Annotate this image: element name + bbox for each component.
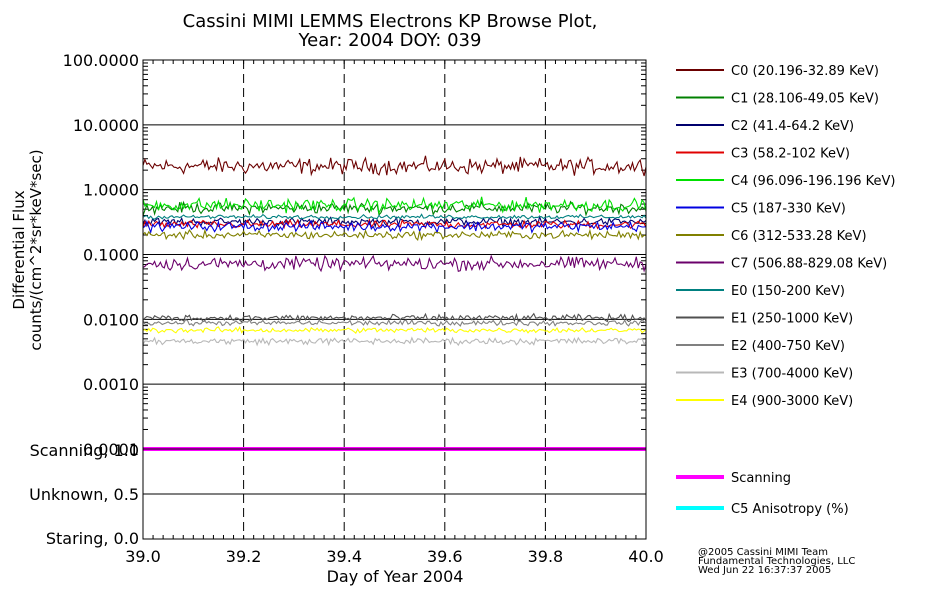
x-tick-label: 39.8	[528, 547, 564, 566]
legend-label: E0 (150-200 KeV)	[731, 284, 845, 299]
legend-label: E3 (700-4000 KeV)	[731, 367, 853, 382]
y-tick-label: 1.0000	[83, 181, 139, 200]
series-line	[142, 214, 647, 229]
series-line	[142, 217, 647, 230]
y-tick-label-lower: Staring, 0.0	[46, 529, 139, 548]
y-tick-label-lower: Scanning, 1.0	[30, 441, 139, 460]
y-tick-label: 100.0000	[63, 51, 139, 70]
series-line	[142, 155, 647, 177]
series-line	[142, 200, 647, 217]
chart-title-line: Year: 2004 DOY: 039	[298, 30, 482, 51]
legend-label: C3 (58.2-102 KeV)	[731, 147, 850, 162]
chart-title: Cassini MIMI LEMMS Electrons KP Browse P…	[183, 11, 598, 51]
credit-line: Wed Jun 22 16:37:37 2005	[698, 565, 831, 576]
legend: C0 (20.196-32.89 KeV) C1 (28.106-49.05 Ke…	[676, 64, 895, 517]
legend-label: C1 (28.106-49.05 KeV)	[731, 92, 879, 107]
legend-label: C6 (312-533.28 KeV)	[731, 229, 867, 244]
legend-label: C2 (41.4-64.2 KeV)	[731, 119, 854, 134]
grid	[142, 59, 647, 540]
legend-label: E1 (250-1000 KeV)	[731, 312, 853, 327]
series-line	[142, 325, 647, 334]
x-tick-label: 39.2	[226, 547, 262, 566]
credit-line: Fundamental Technologies, LLC	[698, 556, 855, 567]
series-line	[142, 318, 647, 327]
series-lines	[142, 155, 647, 347]
series-line	[142, 228, 647, 242]
y-tick-label: 10.0000	[73, 116, 139, 135]
series-line	[142, 312, 647, 323]
y-axis-label: Differential Flux counts/(cm^2*sr*keV*sec…	[10, 149, 45, 350]
x-tick-label: 40.0	[628, 547, 664, 566]
x-tick-label: 39.4	[326, 547, 362, 566]
plot-frames	[142, 59, 647, 540]
y-tick-label-lower: Unknown, 0.5	[29, 485, 139, 504]
y-tick-label: 0.0010	[83, 375, 139, 394]
y-tick-label: 0.0100	[83, 310, 139, 329]
y-tick-label: 0.0001	[83, 440, 139, 459]
series-line	[142, 219, 647, 235]
y-tick-label: 0.1000	[83, 246, 139, 265]
series-line	[142, 254, 647, 273]
x-tick-labels: 39.0 39.2 39.4 39.6 39.8 40.0	[125, 547, 664, 566]
x-axis-label: Day of Year 2004	[327, 567, 464, 586]
y-axis-label-line: Differential Flux	[10, 190, 28, 309]
x-tick-label: 39.0	[125, 547, 161, 566]
legend-label: C0 (20.196-32.89 KeV)	[731, 64, 879, 79]
legend-label: E4 (900-3000 KeV)	[731, 394, 853, 409]
y-axis-label-line: counts/(cm^2*sr*keV*sec)	[27, 149, 45, 350]
legend-label-lower: Scanning	[731, 471, 791, 486]
lower-frame	[142, 448, 647, 540]
series-line	[142, 196, 647, 215]
legend-label: E2 (400-750 KeV)	[731, 339, 845, 354]
series-line	[142, 213, 647, 220]
legend-label-lower: C5 Anisotropy (%)	[731, 502, 849, 517]
y-tick-labels: 100.0000 10.0000 1.0000 0.1000 0.0100 0.0010 0…	[29, 51, 139, 548]
legend-label: C4 (96.096-196.196 KeV)	[731, 174, 895, 189]
legend-label: C7 (506.88-829.08 KeV)	[731, 257, 887, 272]
legend-label: C5 (187-330 KeV)	[731, 202, 846, 217]
chart-title-line: Cassini MIMI LEMMS Electrons KP Browse P…	[183, 11, 598, 32]
x-tick-label: 39.6	[427, 547, 463, 566]
credit-line: @2005 Cassini MIMI Team	[698, 547, 828, 558]
series-line	[142, 336, 647, 347]
